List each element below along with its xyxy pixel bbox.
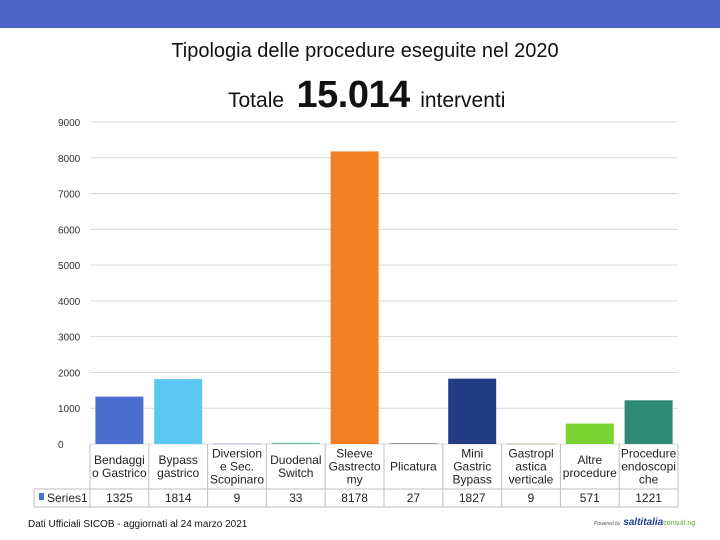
bar xyxy=(271,442,320,444)
total-summary: Totale 15.014 interventi xyxy=(228,74,505,117)
data-value-label: 8178 xyxy=(341,491,368,505)
y-tick-label: 3000 xyxy=(58,333,81,344)
bar xyxy=(213,443,261,445)
data-value-label: 1827 xyxy=(459,491,486,505)
y-tick-label: 8000 xyxy=(58,154,81,165)
x-category-label: Mini Gastric Bypass xyxy=(453,447,492,487)
top-banner xyxy=(0,0,720,28)
y-tick-label: 6000 xyxy=(58,225,81,236)
data-value-label: 9 xyxy=(234,491,241,505)
bar xyxy=(95,396,144,444)
x-category-label: Altre procedure xyxy=(563,453,617,480)
source-note: Dati Ufficiali SICOB - aggiornati al 24 … xyxy=(28,519,248,530)
bar xyxy=(565,423,614,444)
y-tick-label: 2000 xyxy=(58,368,81,379)
brand-domain: consult.ng xyxy=(663,520,696,527)
brand-prefix: Powered by xyxy=(594,521,621,527)
data-value-label: 1221 xyxy=(635,491,662,505)
total-value: 15.014 xyxy=(296,74,411,116)
bar xyxy=(448,378,497,444)
x-category-label: Plicatura xyxy=(390,460,437,474)
y-tick-label: 5000 xyxy=(58,261,81,272)
brand-name: saltitalia xyxy=(623,517,664,528)
y-tick-label: 1000 xyxy=(58,404,81,415)
x-category-label: Gastropl astica verticale xyxy=(508,447,553,487)
chart-title: Tipologia delle procedure eseguite nel 2… xyxy=(171,40,559,62)
y-tick-label: 9000 xyxy=(58,118,81,129)
x-category-label: Bendaggi o Gastrico xyxy=(92,453,147,480)
y-tick-label: 0 xyxy=(58,440,64,451)
data-value-label: 9 xyxy=(528,491,535,505)
bar xyxy=(330,151,379,444)
total-unit: interventi xyxy=(420,89,506,112)
legend-key xyxy=(39,493,44,500)
y-tick-label: 4000 xyxy=(58,297,81,308)
bar xyxy=(389,443,438,444)
bar xyxy=(624,400,673,444)
x-category-label: Bypass gastrico xyxy=(157,453,199,480)
data-value-label: 1814 xyxy=(165,491,192,505)
data-value-label: 27 xyxy=(407,491,421,505)
data-value-label: 571 xyxy=(580,491,600,505)
brand-logo: Powered by saltitaliaconsult.ng xyxy=(594,517,695,528)
x-category-label: Duodenal Switch xyxy=(270,453,321,480)
x-category-label: Procedure endoscopi che xyxy=(621,447,677,487)
x-category-label: Diversion e Sec. Scopinaro xyxy=(210,447,264,487)
total-label: Totale xyxy=(228,89,285,112)
y-tick-label: 7000 xyxy=(58,190,81,201)
x-category-label: Sleeve Gastrecto my xyxy=(329,447,381,487)
bar xyxy=(507,443,555,445)
legend-series-name: Series1 xyxy=(47,491,88,505)
data-value-label: 33 xyxy=(289,491,303,505)
data-value-label: 1325 xyxy=(106,491,133,505)
bar xyxy=(154,379,203,444)
